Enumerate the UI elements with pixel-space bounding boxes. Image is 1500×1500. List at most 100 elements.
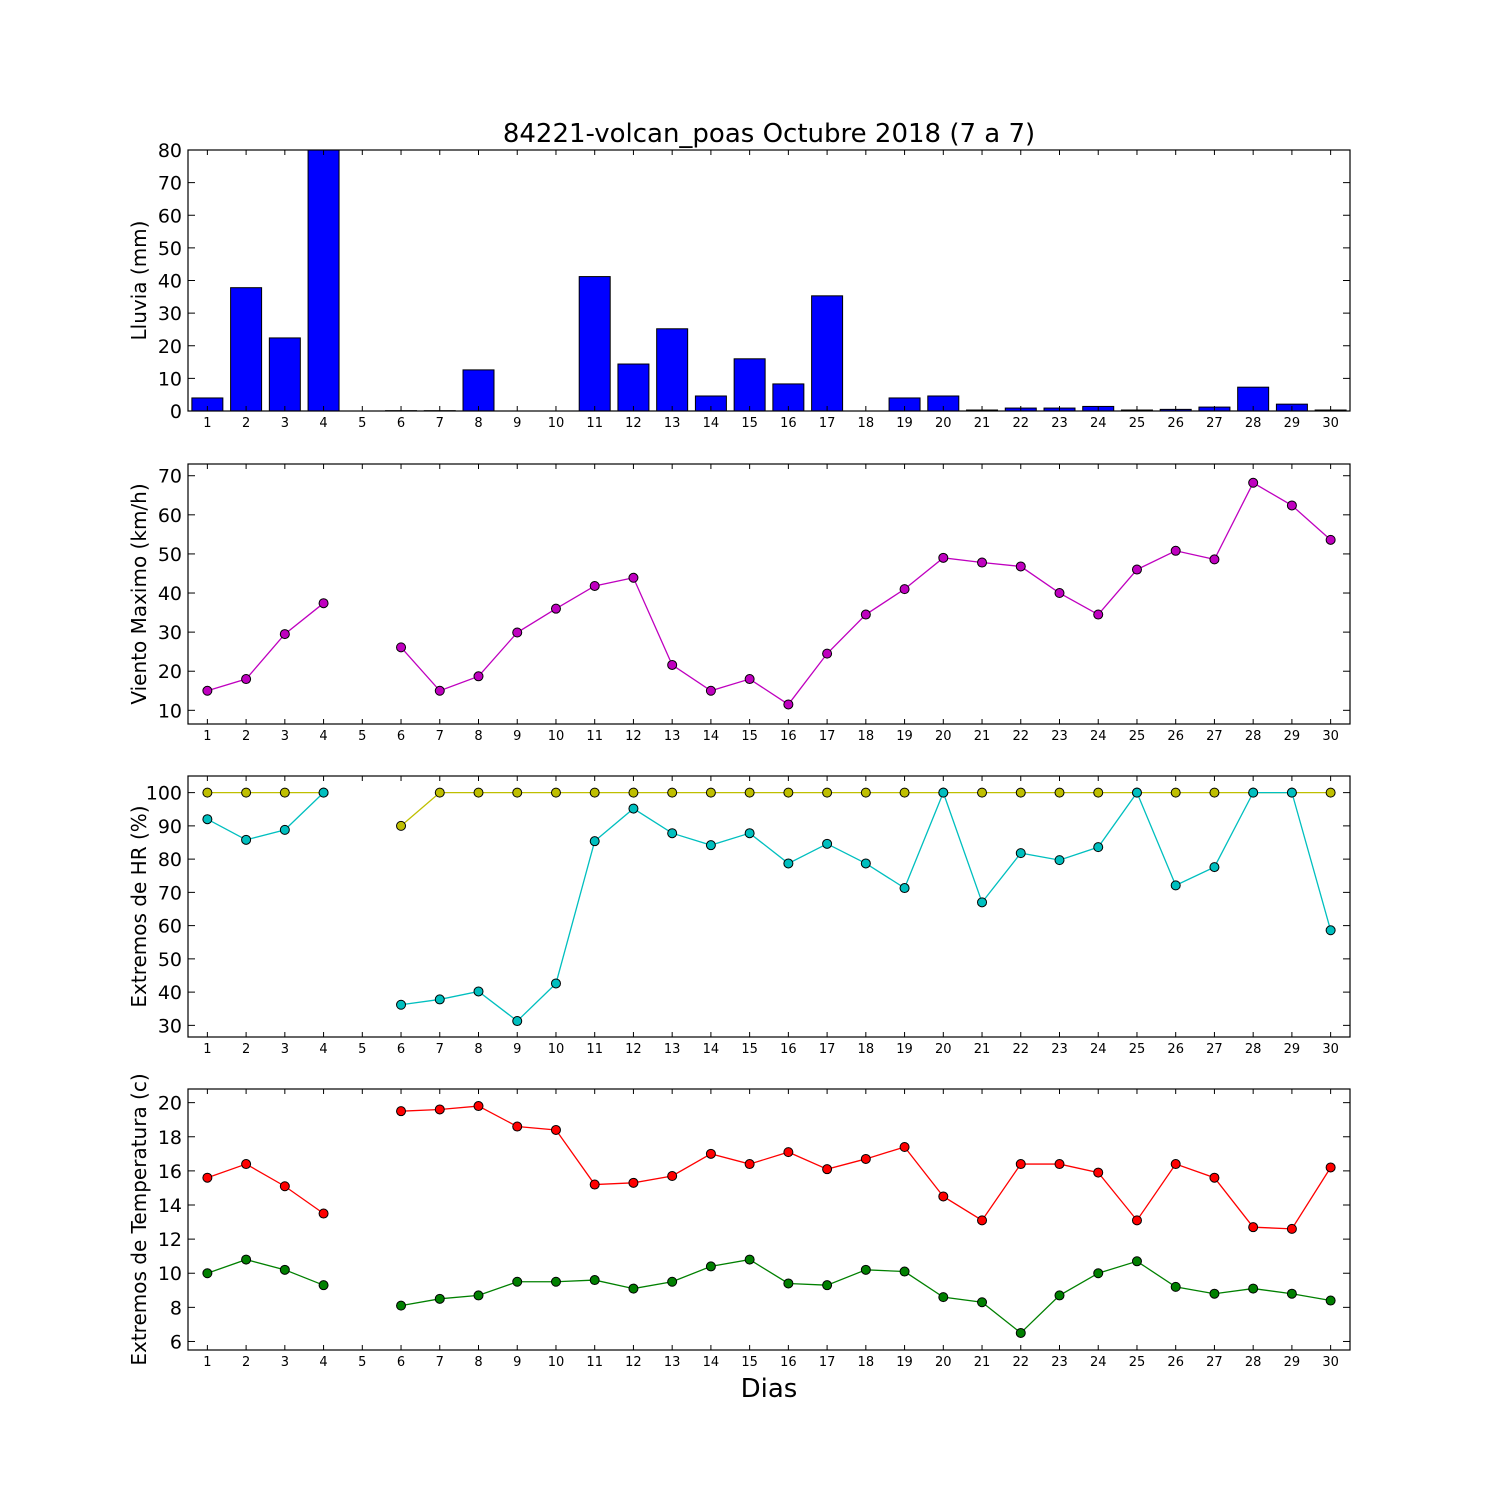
point-temperatura-s1-day-17 xyxy=(822,1280,833,1291)
point-temperatura-s1-day-27 xyxy=(1209,1288,1220,1299)
point-humedad-s0-day-23 xyxy=(1054,787,1065,798)
x-tick-label: 24 xyxy=(1090,416,1107,431)
point-temperatura-s0-day-7 xyxy=(434,1104,445,1115)
x-tick-label: 4 xyxy=(319,1355,327,1370)
x-tick-label: 4 xyxy=(319,729,327,744)
panel-temperatura: 1 2 3 4 5 6 7 8 9 10 11 12 13 14 15 16 17 18 19 20 21 22 23 24 2… xyxy=(127,1073,1351,1370)
x-tick-label: 17 xyxy=(819,729,836,744)
point-temperatura-s0-day-24 xyxy=(1093,1167,1104,1178)
bar-day-4 xyxy=(307,149,340,412)
point-temperatura-s1-day-11 xyxy=(589,1275,600,1286)
point-viento-s0-day-23 xyxy=(1054,588,1065,599)
point-humedad-s1-day-19 xyxy=(899,883,910,894)
point-humedad-s1-day-17 xyxy=(822,838,833,849)
y-tick-label: 50 xyxy=(158,544,182,566)
point-viento-s0-day-27 xyxy=(1209,554,1220,565)
x-tick-label: 20 xyxy=(935,416,952,431)
point-viento-s0-day-2 xyxy=(241,674,252,685)
point-viento-s0-day-1 xyxy=(202,685,213,696)
x-tick-label: 22 xyxy=(1012,416,1029,431)
x-tick-label: 26 xyxy=(1167,1355,1184,1370)
y-tick-label: 40 xyxy=(158,982,182,1004)
point-viento-s0-day-9 xyxy=(512,627,523,638)
x-tick-label: 30 xyxy=(1322,416,1339,431)
bar-day-11 xyxy=(578,276,611,412)
point-temperatura-s1-day-10 xyxy=(550,1276,561,1287)
bar-day-12 xyxy=(617,363,650,412)
axes-frame xyxy=(187,149,1351,412)
y-tick-label: 10 xyxy=(158,368,182,390)
x-tick-label: 2 xyxy=(242,1042,250,1057)
x-tick-label: 6 xyxy=(397,416,405,431)
x-tick-label: 29 xyxy=(1284,1042,1301,1057)
chart-title: 84221-volcan_poas Octubre 2018 (7 a 7) xyxy=(503,119,1035,149)
y-tick-label: 30 xyxy=(158,622,182,644)
point-humedad-s0-day-27 xyxy=(1209,787,1220,798)
x-tick-label: 9 xyxy=(513,416,521,431)
point-humedad-s1-day-7 xyxy=(434,994,445,1005)
x-tick-label: 19 xyxy=(896,729,913,744)
x-tick-label: 12 xyxy=(625,1042,642,1057)
point-humedad-s0-day-15 xyxy=(744,787,755,798)
x-tick-label: 14 xyxy=(703,729,720,744)
panel-viento: 1 2 3 4 5 6 7 8 9 10 11 12 13 14 15 16 17 18 19 20 21 22 23 24 2… xyxy=(127,463,1351,744)
point-temperatura-s0-day-14 xyxy=(705,1148,716,1159)
series-line-temperatura-0 xyxy=(207,1163,324,1215)
point-viento-s0-day-4 xyxy=(318,598,329,609)
x-tick-label: 25 xyxy=(1129,729,1146,744)
x-tick-label: 22 xyxy=(1012,1355,1029,1370)
point-temperatura-s0-day-11 xyxy=(589,1179,600,1190)
series-line-temperatura-0 xyxy=(401,1105,1332,1230)
point-temperatura-s1-day-26 xyxy=(1170,1281,1181,1292)
bar-day-15 xyxy=(733,358,766,412)
y-tick-label: 80 xyxy=(158,849,182,871)
bar-day-8 xyxy=(462,369,495,412)
point-humedad-s1-day-24 xyxy=(1093,842,1104,853)
point-temperatura-s1-day-18 xyxy=(860,1264,871,1275)
y-axis-label: Extremos de Temperatura (c) xyxy=(127,1073,151,1365)
series-line-temperatura-1 xyxy=(207,1258,324,1286)
y-tick-label: 80 xyxy=(158,140,182,162)
point-temperatura-s1-day-3 xyxy=(279,1264,290,1275)
point-humedad-s1-day-4 xyxy=(318,787,329,798)
point-humedad-s1-day-13 xyxy=(667,828,678,839)
point-humedad-s1-day-26 xyxy=(1170,880,1181,891)
point-viento-s0-day-7 xyxy=(434,685,445,696)
point-humedad-s0-day-24 xyxy=(1093,787,1104,798)
y-tick-label: 20 xyxy=(158,1093,182,1115)
point-viento-s0-day-18 xyxy=(860,609,871,620)
point-temperatura-s0-day-1 xyxy=(202,1172,213,1183)
y-tick-label: 30 xyxy=(158,1015,182,1037)
y-tick-label: 10 xyxy=(158,700,182,722)
x-tick-label: 22 xyxy=(1012,1042,1029,1057)
x-tick-label: 7 xyxy=(436,729,444,744)
y-tick-label: 16 xyxy=(158,1161,182,1183)
x-tick-label: 1 xyxy=(203,729,211,744)
x-tick-label: 6 xyxy=(397,1042,405,1057)
point-temperatura-s1-day-16 xyxy=(783,1278,794,1289)
point-temperatura-s1-day-12 xyxy=(628,1283,639,1294)
point-temperatura-s1-day-13 xyxy=(667,1276,678,1287)
point-humedad-s1-day-23 xyxy=(1054,855,1065,866)
x-tick-label: 7 xyxy=(436,1355,444,1370)
x-tick-label: 9 xyxy=(513,1355,521,1370)
x-tick-label: 4 xyxy=(319,1042,327,1057)
x-tick-label: 11 xyxy=(586,416,603,431)
x-tick-label: 2 xyxy=(242,1355,250,1370)
x-tick-label: 2 xyxy=(242,729,250,744)
x-tick-label: 23 xyxy=(1051,1355,1068,1370)
point-temperatura-s0-day-21 xyxy=(977,1215,988,1226)
point-humedad-s0-day-3 xyxy=(279,787,290,798)
x-tick-label: 29 xyxy=(1284,729,1301,744)
x-tick-label: 25 xyxy=(1129,1042,1146,1057)
y-tick-label: 60 xyxy=(158,205,182,227)
axes-frame xyxy=(187,463,1351,725)
point-humedad-s1-day-16 xyxy=(783,858,794,869)
point-temperatura-s1-day-15 xyxy=(744,1254,755,1265)
x-tick-label: 21 xyxy=(974,1042,991,1057)
x-tick-label: 5 xyxy=(358,729,366,744)
point-viento-s0-day-16 xyxy=(783,699,794,710)
point-temperatura-s0-day-18 xyxy=(860,1153,871,1164)
x-tick-label: 15 xyxy=(741,1042,758,1057)
x-tick-label: 12 xyxy=(625,729,642,744)
